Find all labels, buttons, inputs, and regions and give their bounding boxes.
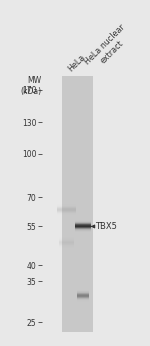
- Bar: [57, 204, 76, 205]
- Bar: [58, 236, 74, 237]
- Bar: [75, 222, 91, 223]
- Bar: [77, 293, 89, 294]
- Bar: [57, 214, 76, 215]
- Bar: [58, 241, 74, 242]
- Bar: [75, 226, 91, 227]
- Bar: [58, 239, 74, 240]
- Bar: [57, 210, 76, 211]
- Bar: [77, 290, 89, 291]
- Bar: [58, 249, 74, 250]
- Bar: [77, 295, 89, 296]
- Bar: [75, 231, 91, 232]
- Bar: [75, 230, 91, 231]
- Bar: [77, 302, 89, 303]
- Bar: [57, 207, 76, 208]
- Bar: [57, 203, 76, 204]
- Bar: [62, 76, 93, 332]
- Bar: [77, 300, 89, 301]
- Text: HeLa: HeLa: [66, 53, 87, 74]
- Bar: [58, 242, 74, 243]
- Bar: [57, 209, 76, 210]
- Bar: [57, 205, 76, 206]
- Bar: [58, 240, 74, 241]
- Bar: [75, 221, 91, 222]
- Bar: [57, 211, 76, 212]
- Bar: [58, 245, 74, 246]
- Bar: [77, 294, 89, 295]
- Bar: [75, 228, 91, 229]
- Bar: [77, 292, 89, 293]
- Bar: [75, 220, 91, 221]
- Bar: [75, 229, 91, 230]
- Bar: [75, 232, 91, 233]
- Bar: [77, 298, 89, 299]
- Bar: [57, 206, 76, 207]
- Bar: [58, 238, 74, 239]
- Text: MW
(kDa): MW (kDa): [20, 76, 41, 95]
- Bar: [77, 299, 89, 300]
- Bar: [58, 243, 74, 244]
- Bar: [58, 244, 74, 245]
- Bar: [77, 289, 89, 290]
- Text: TBX5: TBX5: [95, 222, 117, 231]
- Bar: [57, 213, 76, 214]
- Bar: [75, 225, 91, 226]
- Bar: [57, 208, 76, 209]
- Bar: [57, 216, 76, 217]
- Text: HeLa nuclear
extract: HeLa nuclear extract: [83, 22, 134, 74]
- Bar: [75, 227, 91, 228]
- Bar: [77, 297, 89, 298]
- Bar: [57, 212, 76, 213]
- Bar: [75, 223, 91, 224]
- Bar: [58, 246, 74, 247]
- Bar: [75, 224, 91, 225]
- Bar: [77, 301, 89, 302]
- Bar: [77, 291, 89, 292]
- Bar: [58, 248, 74, 249]
- Bar: [58, 247, 74, 248]
- Bar: [58, 237, 74, 238]
- Bar: [77, 296, 89, 297]
- Bar: [75, 233, 91, 234]
- Bar: [75, 219, 91, 220]
- Bar: [57, 215, 76, 216]
